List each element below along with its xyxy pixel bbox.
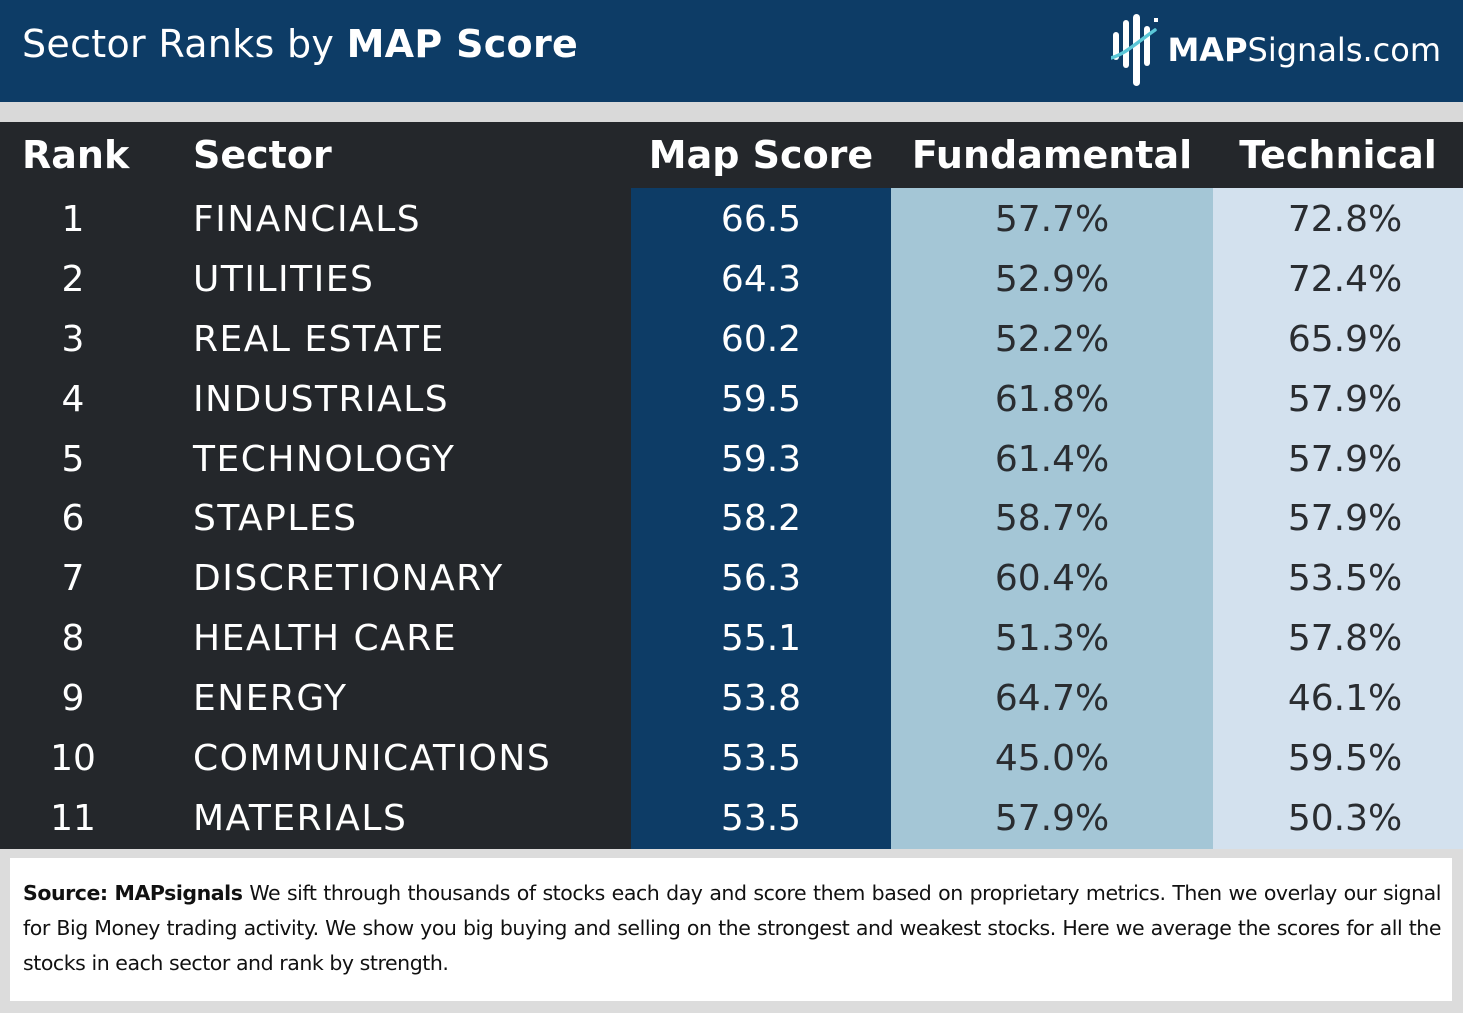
rank-cell: 1 [61,199,85,240]
sector-cell: STAPLES [193,498,358,540]
sector-cell: TECHNOLOGY [193,438,456,480]
map-score-cell: 59.5 [720,378,802,420]
logo-text-bold: MAP [1167,31,1248,69]
technical-cell: 59.5% [1287,738,1403,780]
logo-text-rest: Signals.com [1247,31,1441,69]
column-header-map-score: Map Score [648,133,874,177]
map-score-cell: 66.5 [720,199,802,240]
rank-cell: 2 [61,258,85,300]
table-row: 5 TECHNOLOGY 59.3 61.4% 57.9% [0,430,1463,490]
rank-cell: 10 [50,738,96,780]
page-title: Sector Ranks by MAP Score [22,22,578,66]
footnote-body: We sift through thousands of stocks each… [23,881,1441,975]
table-row: 2 UTILITIES 64.3 52.9% 72.4% [0,250,1463,310]
map-score-cell: 60.2 [720,318,802,360]
brand-logo: MAPSignals.com [1111,14,1441,86]
logo-text: MAPSignals.com [1167,31,1441,69]
fundamental-cell: 61.4% [994,438,1110,480]
fundamental-cell: 57.7% [994,199,1110,240]
table-body: 1 FINANCIALS 66.5 57.7% 72.8% 2 UTILITIE… [0,190,1463,849]
rank-cell: 4 [61,378,85,420]
footnote-text: Source: MAPsignals We sift through thous… [23,876,1441,981]
technical-cell: 72.8% [1287,199,1403,240]
sector-cell: COMMUNICATIONS [193,738,552,780]
column-header-fundamental: Fundamental [911,133,1193,177]
map-score-cell: 56.3 [720,558,802,600]
fundamental-cell: 64.7% [994,678,1110,720]
fundamental-column-bg [891,188,1213,849]
header-bar: Sector Ranks by MAP Score MAPSignals.com [0,0,1463,102]
rank-cell: 9 [61,678,85,720]
source-name: MAPsignals [114,881,243,905]
technical-cell: 46.1% [1287,678,1403,720]
sector-cell: HEALTH CARE [193,618,458,660]
technical-cell: 57.9% [1287,498,1403,540]
source-footnote: Source: MAPsignals We sift through thous… [10,858,1452,1001]
technical-cell: 53.5% [1287,558,1403,600]
rank-cell: 8 [61,618,85,660]
fundamental-cell: 52.9% [994,258,1110,300]
table-row: 3 REAL ESTATE 60.2 52.2% 65.9% [0,310,1463,370]
map-score-cell: 58.2 [720,498,802,540]
title-bold: MAP Score [346,22,579,66]
technical-cell: 50.3% [1287,797,1403,839]
map-score-cell: 55.1 [720,618,802,660]
column-header-rank: Rank [22,133,130,177]
table-row: 4 INDUSTRIALS 59.5 61.8% 57.9% [0,370,1463,430]
sector-cell: INDUSTRIALS [193,378,450,420]
map-score-cell: 53.8 [720,678,802,720]
map-score-cell: 53.5 [720,738,802,780]
table-row: 7 DISCRETIONARY 56.3 60.4% 53.5% [0,549,1463,609]
table-row: 6 STAPLES 58.2 58.7% 57.9% [0,489,1463,549]
rank-cell: 11 [50,797,96,839]
technical-cell: 57.9% [1287,378,1403,420]
fundamental-cell: 52.2% [994,318,1110,360]
sector-cell: UTILITIES [193,258,375,300]
sector-cell: ENERGY [193,678,348,720]
sector-cell: REAL ESTATE [193,318,445,360]
mapsignals-logo-icon [1111,14,1159,86]
map-score-cell: 59.3 [720,438,802,480]
table-row: 8 HEALTH CARE 55.1 51.3% 57.8% [0,609,1463,669]
fundamental-cell: 57.9% [994,797,1110,839]
rank-cell: 3 [61,318,85,360]
header-separator [0,102,1463,122]
technical-column-bg [1213,188,1463,849]
technical-cell: 72.4% [1287,258,1403,300]
technical-cell: 57.9% [1287,438,1403,480]
fundamental-cell: 51.3% [994,618,1110,660]
rank-cell: 7 [61,558,85,600]
technical-cell: 57.8% [1287,618,1403,660]
table-row: 11 MATERIALS 53.5 57.9% 50.3% [0,789,1463,849]
table-row: 9 ENERGY 53.8 64.7% 46.1% [0,669,1463,729]
sector-cell: MATERIALS [193,797,408,839]
rank-cell: 6 [61,498,85,540]
fundamental-cell: 58.7% [994,498,1110,540]
column-header-technical: Technical [1239,133,1437,177]
table-row: 10 COMMUNICATIONS 53.5 45.0% 59.5% [0,729,1463,789]
rank-cell: 5 [61,438,85,480]
column-header-sector: Sector [193,133,332,177]
fundamental-cell: 61.8% [994,378,1110,420]
technical-cell: 65.9% [1287,318,1403,360]
sector-cell: FINANCIALS [193,199,422,240]
title-prefix: Sector Ranks by [22,22,347,66]
fundamental-cell: 60.4% [994,558,1110,600]
sector-rank-table: Rank Sector Map Score Fundamental Techni… [0,122,1463,849]
map-score-column-bg [631,188,891,849]
map-score-cell: 53.5 [720,797,802,839]
sector-cell: DISCRETIONARY [193,558,504,600]
table-row: 1 FINANCIALS 66.5 57.7% 72.8% [0,190,1463,250]
source-label: Source: [23,881,108,905]
fundamental-cell: 45.0% [994,738,1110,780]
map-score-cell: 64.3 [720,258,802,300]
